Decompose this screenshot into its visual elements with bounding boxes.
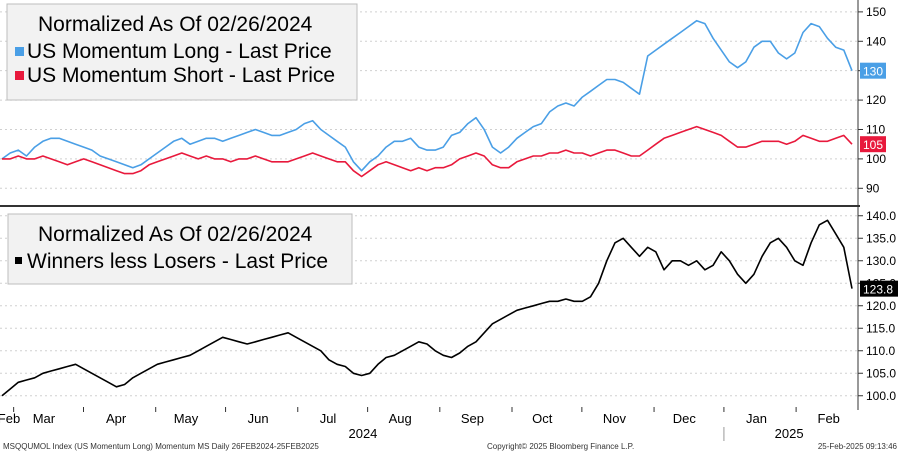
bottom-legend: Normalized As Of 02/26/2024 Winners less… bbox=[7, 213, 353, 285]
bottom-tick-label-3: 115.0 bbox=[866, 321, 895, 335]
top-legend-box bbox=[6, 3, 358, 101]
long-legend-swatch bbox=[15, 47, 24, 56]
bottom-tick-label-1: 105.0 bbox=[866, 366, 896, 380]
bottom-tick-label-6: 130.0 bbox=[866, 254, 896, 268]
top-last-value-tag-0 bbox=[860, 62, 886, 79]
x-tick-label-8: Oct bbox=[532, 411, 553, 426]
bottom-tick-label-7: 135.0 bbox=[866, 231, 896, 245]
x-tick-label-2: Apr bbox=[106, 411, 127, 426]
x-tick-label-12: Feb bbox=[818, 411, 840, 426]
top-tick-label-0: 90 bbox=[866, 181, 880, 195]
footer-copyright: Copyright© 2025 Bloomberg Finance L.P. bbox=[487, 442, 634, 451]
x-tick-label-5: Jul bbox=[320, 411, 337, 426]
short-legend-swatch bbox=[15, 71, 24, 80]
footer-timestamp: 25-Feb-2025 09:13:46 bbox=[818, 442, 898, 451]
top-series-line-1 bbox=[2, 125, 853, 178]
x-tick-label-1: Mar bbox=[33, 411, 56, 426]
x-tick-label-6: Aug bbox=[389, 411, 412, 426]
year-label-0: 2024 bbox=[348, 426, 377, 441]
x-tick-label-4: Jun bbox=[248, 411, 269, 426]
top-last-value-label-1: 105 bbox=[863, 138, 883, 152]
x-tick-label-7: Sep bbox=[461, 411, 484, 426]
long-legend-label: US Momentum Long - Last Price bbox=[27, 40, 332, 63]
winners-legend-swatch bbox=[15, 257, 22, 264]
top-tick-label-3: 120 bbox=[866, 93, 886, 107]
top-legend-title: Normalized As Of 02/26/2024 bbox=[38, 13, 313, 36]
top-tick-label-6: 150 bbox=[866, 5, 886, 19]
x-tick-label-9: Nov bbox=[603, 411, 627, 426]
bottom-panel-y-axis: 100.0105.0110.0115.0120.0125.0130.0135.0… bbox=[858, 209, 898, 403]
x-tick-label-11: Jan bbox=[746, 411, 767, 426]
x-tick-label-10: Dec bbox=[673, 411, 697, 426]
top-last-value-tag-1 bbox=[860, 136, 886, 153]
bottom-last-value-tag-0 bbox=[860, 280, 898, 297]
x-axis: Feb Mar Apr May Jun Jul Aug Sep Oct Nov Dec Jan Feb 2… bbox=[0, 407, 840, 441]
bottom-tick-label-8: 140.0 bbox=[866, 209, 896, 223]
bottom-legend-title: Normalized As Of 02/26/2024 bbox=[38, 223, 313, 246]
year-label-1: 2025 bbox=[775, 426, 804, 441]
x-tick-label-3: May bbox=[174, 411, 199, 426]
top-tick-label-1: 100 bbox=[866, 152, 886, 166]
bottom-tick-label-4: 120.0 bbox=[866, 299, 896, 313]
bottom-tick-label-2: 110.0 bbox=[866, 344, 895, 358]
top-panel-y-axis: 90100110120130140150130105 bbox=[858, 5, 886, 195]
top-series-line-0 bbox=[1, 19, 853, 172]
top-tick-label-2: 110 bbox=[866, 122, 885, 136]
winners-legend-label: Winners less Losers - Last Price bbox=[27, 250, 328, 273]
bottom-series-line-0 bbox=[1, 219, 853, 397]
bottom-legend-box bbox=[7, 213, 353, 285]
top-tick-label-5: 140 bbox=[866, 34, 886, 48]
top-legend: Normalized As Of 02/26/2024 US Momentum … bbox=[6, 3, 358, 101]
short-legend-label: US Momentum Short - Last Price bbox=[27, 64, 335, 87]
x-tick-label-0: Feb bbox=[0, 411, 20, 426]
bottom-last-value-label-0: 123.8 bbox=[863, 283, 893, 297]
bottom-tick-label-0: 100.0 bbox=[866, 389, 896, 403]
footer-source: MSQQUMOL Index (US Momentum Long) Moment… bbox=[3, 442, 319, 451]
series-lines bbox=[1, 19, 853, 397]
top-last-value-label-0: 130 bbox=[863, 65, 883, 79]
